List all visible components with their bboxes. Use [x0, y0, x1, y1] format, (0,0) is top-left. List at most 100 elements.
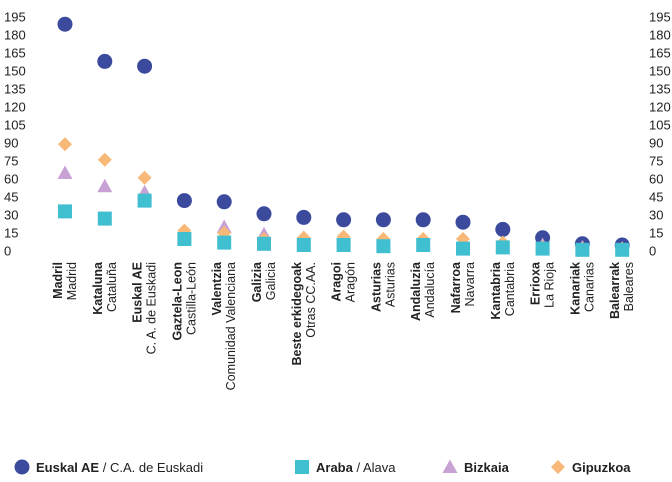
- x-label-bold: Balearrak: [608, 262, 622, 319]
- y-tick-right-165: 165: [649, 46, 671, 61]
- y-tick-right-120: 120: [649, 100, 671, 115]
- y-tick-left-195: 195: [4, 10, 26, 25]
- x-label-bold: Galizia: [250, 261, 264, 302]
- point-square-7: [336, 238, 351, 252]
- point-circle-9: [415, 212, 431, 228]
- point-circle-7: [336, 212, 352, 228]
- point-square-4: [217, 235, 232, 250]
- point-square-8: [376, 239, 391, 254]
- x-label-sub: Otras CC.AA.: [304, 262, 318, 338]
- point-circle-2: [137, 58, 153, 74]
- x-label-sub: Cataluña: [105, 262, 119, 312]
- point-diamond-1: [97, 152, 112, 167]
- y-tick-left-30: 30: [4, 208, 18, 223]
- y-tick-right-90: 90: [649, 136, 663, 151]
- x-label-bold: Kanariak: [568, 262, 582, 315]
- x-label-sub: La Rioja: [543, 262, 557, 308]
- legend-marker-triangle: [442, 459, 458, 473]
- y-tick-right-60: 60: [649, 172, 663, 187]
- y-tick-right-45: 45: [649, 190, 663, 205]
- legend-label-bold: Araba: [316, 460, 354, 475]
- x-label-11: Kantabria Cantabria: [489, 261, 517, 320]
- y-tick-left-150: 150: [4, 64, 26, 79]
- legend-label-bold: Euskal AE: [36, 460, 99, 475]
- x-label-sub: Canarias: [582, 262, 596, 312]
- x-label-bold: Kantabria: [489, 261, 503, 320]
- point-diamond-0: [58, 137, 72, 152]
- y-tick-right-105: 105: [649, 118, 671, 133]
- legend-label-rest: / C.A. de Euskadi: [99, 460, 203, 475]
- y-axis-right: 0 15 30 45 60 75 90 105 120 135 150 165 180 195: [649, 10, 671, 259]
- x-label-8: Asturias Asturias: [369, 262, 397, 312]
- y-tick-left-120: 120: [4, 100, 26, 115]
- legend-label: Araba / Alava: [316, 460, 396, 475]
- point-triangle-1: [97, 178, 113, 193]
- y-tick-left-15: 15: [4, 226, 18, 241]
- y-tick-right-30: 30: [649, 208, 663, 223]
- x-label-bold: Kataluna: [91, 261, 105, 315]
- point-diamond-2: [137, 170, 152, 185]
- y-tick-right-0: 0: [649, 244, 656, 259]
- point-square-0: [58, 204, 72, 219]
- point-square-12: [535, 241, 550, 256]
- point-square-11: [495, 240, 510, 255]
- point-circle-4: [216, 194, 232, 210]
- y-tick-left-105: 105: [4, 118, 26, 133]
- point-circle-6: [296, 209, 312, 225]
- point-square-14: [615, 242, 630, 257]
- y-tick-left-45: 45: [4, 190, 18, 205]
- x-label-sub: Cantabria: [503, 262, 517, 316]
- legend: Euskal AE / C.A. de Euskadi Araba / Alava…: [14, 459, 631, 475]
- x-label-bold: Asturias: [369, 262, 383, 312]
- y-tick-left-90: 90: [4, 136, 18, 151]
- x-label-bold: Euskal AE: [131, 262, 145, 323]
- x-label-sub: Baleares: [622, 262, 636, 311]
- legend-label: Euskal AE / C.A. de Euskadi: [36, 460, 203, 475]
- y-axis-left: 0 15 30 45 60 75 90 105 120 135 150 165 180 195: [4, 10, 26, 259]
- y-tick-left-135: 135: [4, 82, 26, 97]
- y-tick-left-165: 165: [4, 46, 26, 61]
- point-square-3: [177, 232, 192, 246]
- point-square-1: [97, 211, 112, 226]
- point-triangle-0: [57, 165, 73, 179]
- legend-item-gipuzkoa: Gipuzkoa: [551, 460, 631, 475]
- x-label-bold: Gaztela-Leon: [170, 262, 184, 341]
- point-square-6: [296, 238, 311, 252]
- x-label-4: Valentzia Comunidad Valenciana: [210, 261, 238, 390]
- x-label-sub: Navarra: [463, 262, 477, 307]
- x-label-bold: Errioxa: [529, 261, 543, 305]
- point-circle-10: [455, 214, 471, 230]
- point-square-9: [416, 238, 431, 252]
- x-label-sub: Asturias: [383, 262, 397, 307]
- x-label-bold: Nafarroa: [449, 261, 463, 313]
- x-label-sub: Comunidad Valenciana: [224, 262, 238, 390]
- x-label-sub: C. A. de Euskadi: [145, 262, 159, 354]
- x-label-9: Andaluzia Andalucía: [409, 261, 437, 321]
- legend-marker-diamond: [551, 460, 565, 474]
- point-square-10: [456, 241, 470, 256]
- x-label-10: Nafarroa Navarra: [449, 261, 477, 313]
- point-square-5: [257, 236, 271, 251]
- legend-label-bold: Bizkaia: [464, 460, 510, 475]
- point-square-13: [575, 242, 590, 257]
- x-label-2: Euskal AE C. A. de Euskadi: [131, 262, 159, 354]
- x-label-0: Madril Madrid: [51, 262, 79, 300]
- legend-item-bizkaia: Bizkaia: [442, 459, 510, 475]
- y-tick-right-150: 150: [649, 64, 671, 79]
- y-tick-left-60: 60: [4, 172, 18, 187]
- x-label-sub: Andalucía: [423, 262, 437, 318]
- y-tick-right-15: 15: [649, 226, 663, 241]
- x-label-sub: Aragón: [344, 262, 358, 302]
- point-circle-0: [57, 16, 73, 32]
- x-label-bold: Madril: [51, 262, 65, 299]
- x-label-3: Gaztela-Leon Castilla-León: [170, 262, 198, 341]
- x-label-sub: Madrid: [65, 262, 79, 300]
- x-label-7: Aragoi Aragón: [330, 262, 358, 302]
- point-square-2: [137, 193, 152, 208]
- x-label-sub: Galicia: [264, 262, 278, 300]
- x-label-5: Galizia Galicia: [250, 261, 278, 302]
- legend-item-euskal-ae: Euskal AE / C.A. de Euskadi: [14, 459, 203, 475]
- y-tick-left-75: 75: [4, 154, 18, 169]
- x-axis-labels: Madril Madrid Kataluna Cataluña Euskal AE C. …: [51, 261, 636, 390]
- data-points: [57, 16, 630, 257]
